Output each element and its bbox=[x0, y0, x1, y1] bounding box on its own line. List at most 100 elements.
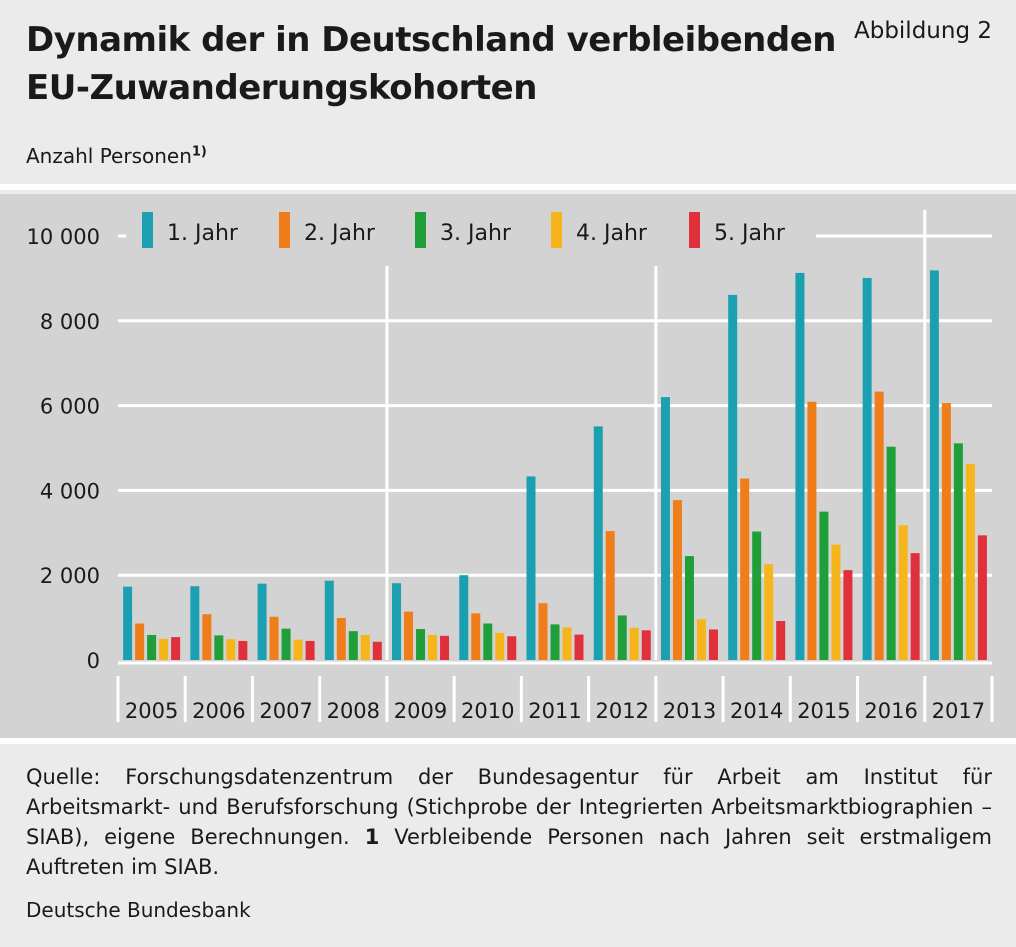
source-text: Quelle: Forschungsdatenzentrum der Bunde… bbox=[26, 765, 992, 849]
bar bbox=[372, 641, 382, 660]
legend-swatch bbox=[689, 212, 700, 248]
bar bbox=[238, 640, 248, 660]
legend-label: 3. Jahr bbox=[440, 221, 512, 246]
bar bbox=[574, 634, 584, 660]
bar bbox=[977, 535, 987, 660]
y-tick-label: 10 000 bbox=[27, 225, 100, 249]
bar bbox=[147, 634, 157, 660]
legend-label: 5. Jahr bbox=[714, 221, 786, 246]
legend-swatch bbox=[142, 212, 153, 248]
bar bbox=[416, 629, 426, 660]
legend-background bbox=[126, 205, 816, 253]
bar bbox=[324, 580, 334, 660]
figure-label: Abbildung 2 bbox=[853, 18, 992, 44]
bar bbox=[929, 270, 939, 660]
y-tick-label: 0 bbox=[87, 649, 100, 673]
bar bbox=[696, 619, 706, 660]
x-tick-label: 2009 bbox=[394, 699, 447, 723]
bar bbox=[886, 446, 896, 660]
bar bbox=[336, 618, 346, 660]
bar bbox=[428, 634, 438, 660]
legend-label: 2. Jahr bbox=[304, 221, 376, 246]
source-notes: Quelle: Forschungsdatenzentrum der Bunde… bbox=[26, 762, 992, 882]
bar bbox=[471, 613, 481, 660]
x-tick-label: 2007 bbox=[259, 699, 312, 723]
bar bbox=[953, 443, 963, 660]
y-tick-label: 2 000 bbox=[40, 564, 100, 588]
bar bbox=[348, 631, 358, 660]
bar bbox=[843, 570, 853, 660]
legend-swatch bbox=[551, 212, 562, 248]
bar bbox=[965, 464, 975, 660]
y-tick-label: 4 000 bbox=[40, 479, 100, 503]
bar bbox=[190, 586, 200, 660]
bar bbox=[526, 476, 536, 660]
bar bbox=[392, 583, 402, 660]
bar bbox=[257, 583, 267, 660]
bar bbox=[281, 628, 291, 660]
x-tick-label: 2008 bbox=[327, 699, 380, 723]
bar bbox=[617, 615, 627, 660]
bar bbox=[226, 639, 236, 660]
bar bbox=[862, 277, 872, 660]
chart-title-line-1: Dynamik der in Deutschland verbleibenden bbox=[26, 20, 836, 60]
bar bbox=[672, 500, 682, 660]
bar bbox=[708, 629, 718, 660]
bar bbox=[910, 553, 920, 660]
bar bbox=[507, 636, 517, 660]
bar bbox=[159, 638, 169, 660]
bar bbox=[764, 564, 774, 660]
legend-label: 1. Jahr bbox=[167, 221, 239, 246]
x-tick-label: 2014 bbox=[730, 699, 783, 723]
chart-title-line-2: EU-Zuwanderungskohorten bbox=[26, 68, 537, 108]
bar bbox=[941, 403, 951, 660]
bar bbox=[293, 639, 303, 660]
unit-footnote-marker: 1) bbox=[191, 144, 207, 160]
bar bbox=[728, 294, 738, 660]
bar bbox=[831, 544, 841, 660]
chart-title: Dynamik der in Deutschland verbleibenden… bbox=[26, 16, 836, 112]
bar bbox=[593, 426, 603, 660]
bar bbox=[459, 575, 469, 660]
bar bbox=[795, 272, 805, 660]
bar bbox=[123, 586, 133, 660]
publisher: Deutsche Bundesbank bbox=[26, 898, 251, 922]
bar bbox=[171, 637, 181, 660]
x-tick-label: 2012 bbox=[596, 699, 649, 723]
x-tick-label: 2013 bbox=[663, 699, 716, 723]
bar bbox=[360, 634, 370, 660]
bar bbox=[660, 397, 670, 660]
bar bbox=[562, 627, 572, 660]
x-tick-label: 2010 bbox=[461, 699, 514, 723]
x-tick-label: 2015 bbox=[797, 699, 850, 723]
bar bbox=[807, 401, 817, 660]
bar bbox=[684, 556, 694, 660]
x-tick-label: 2005 bbox=[125, 699, 178, 723]
x-tick-label: 2017 bbox=[932, 699, 985, 723]
bar bbox=[550, 624, 560, 660]
bar bbox=[874, 391, 884, 660]
bar bbox=[538, 603, 548, 660]
y-tick-label: 6 000 bbox=[40, 395, 100, 419]
legend-swatch bbox=[279, 212, 290, 248]
bottom-rule bbox=[0, 738, 1016, 744]
top-rule bbox=[0, 184, 1016, 190]
bar bbox=[495, 632, 505, 660]
bar bbox=[214, 635, 224, 660]
legend-swatch bbox=[415, 212, 426, 248]
bar bbox=[135, 623, 145, 660]
bar bbox=[641, 630, 651, 660]
bar bbox=[404, 611, 414, 660]
bar bbox=[202, 614, 212, 660]
bar bbox=[819, 511, 829, 660]
unit-label-text: Anzahl Personen bbox=[26, 144, 192, 168]
x-tick-label: 2016 bbox=[864, 699, 917, 723]
x-tick-label: 2011 bbox=[528, 699, 581, 723]
bar bbox=[898, 525, 908, 660]
bar bbox=[440, 635, 450, 660]
x-tick-label: 2006 bbox=[192, 699, 245, 723]
bar bbox=[269, 616, 279, 660]
bar bbox=[629, 627, 639, 660]
bar bbox=[740, 478, 750, 660]
